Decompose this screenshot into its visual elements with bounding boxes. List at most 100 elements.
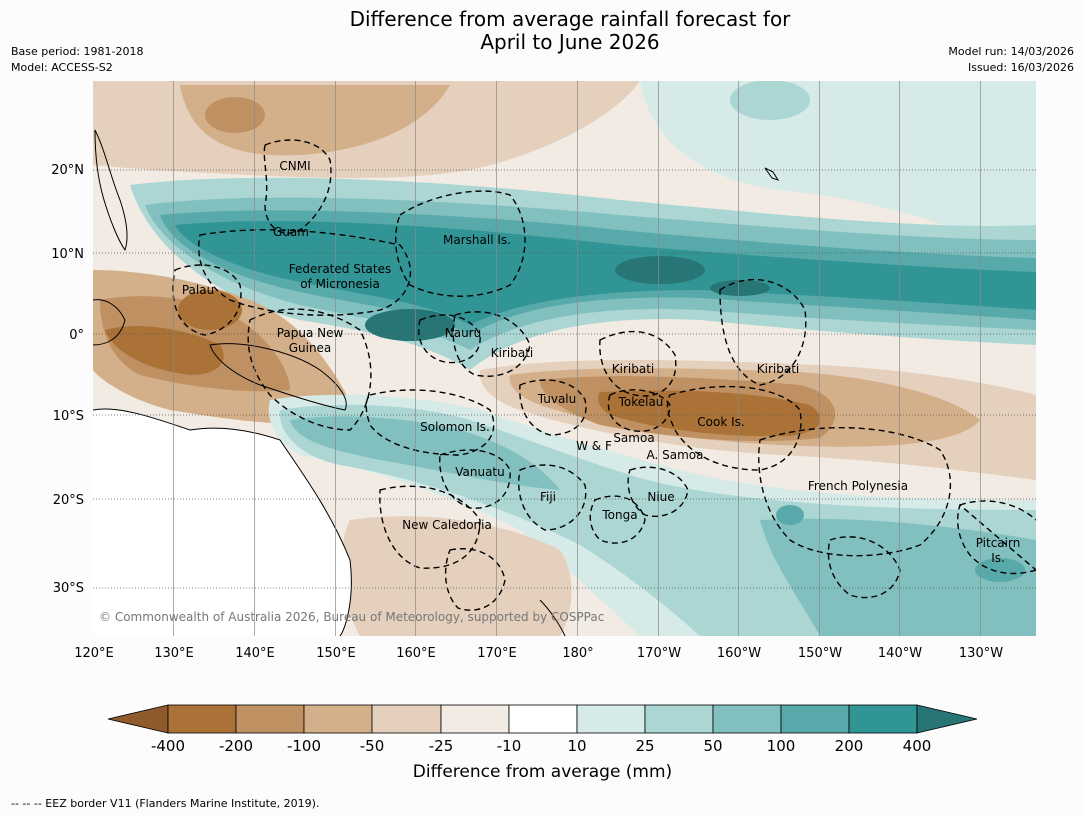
base-period: Base period: 1981-2018 bbox=[11, 45, 144, 58]
label-fsm-1: Federated States bbox=[289, 262, 391, 276]
cb-tick-4: -50 bbox=[360, 737, 385, 755]
lat-label-20s: 20°S bbox=[53, 493, 84, 508]
lat-gridlines bbox=[93, 169, 1036, 589]
ne-wet-spot bbox=[730, 81, 810, 120]
label-guam: Guam bbox=[273, 225, 309, 239]
lat-label-0: 0° bbox=[69, 328, 84, 343]
eez-kiribati-e bbox=[719, 278, 807, 386]
title-line-2: April to June 2026 bbox=[480, 30, 660, 54]
cb-tick-9: 50 bbox=[703, 737, 722, 755]
label-asamoa: A. Samoa bbox=[647, 448, 704, 462]
colorbar-swatch-6 bbox=[508, 704, 578, 734]
cb-tick-2: -200 bbox=[219, 737, 253, 755]
itcz-max-2 bbox=[365, 309, 455, 341]
label-new-caledonia: New Caledonia bbox=[402, 518, 492, 532]
southeast-wet-spot bbox=[776, 505, 804, 525]
eez-niue bbox=[627, 466, 689, 517]
chart-title: Difference from average rainfall forecas… bbox=[0, 8, 1085, 54]
label-png-1: Papua New bbox=[277, 326, 344, 340]
label-fiji: Fiji bbox=[540, 490, 556, 504]
lon-label-170w: 170°W bbox=[637, 646, 681, 661]
nz-coastline bbox=[539, 599, 566, 636]
eez-pitcairn bbox=[957, 500, 1036, 575]
lat-label-10s: 10°S bbox=[53, 409, 84, 424]
central-dry-core bbox=[598, 390, 821, 437]
eez-tokelau bbox=[607, 389, 671, 432]
region-labels: CNMI Guam Marshall Is. Federated States … bbox=[182, 159, 1020, 565]
itcz-max-3 bbox=[710, 280, 770, 296]
label-nauru: Nauru bbox=[445, 326, 481, 340]
colorbar-swatch-10 bbox=[780, 704, 850, 734]
new-guinea-coastline bbox=[209, 343, 347, 411]
lon-label-170e: 170°E bbox=[477, 646, 517, 661]
lon-label-160w: 160°W bbox=[717, 646, 761, 661]
label-solomon: Solomon Is. bbox=[420, 420, 490, 434]
lat-labels: 20°N 10°N 0° 10°S 20°S 30°S bbox=[51, 163, 84, 596]
australia-land bbox=[93, 409, 352, 636]
eez-marshall bbox=[395, 190, 526, 297]
cb-tick-5: -25 bbox=[429, 737, 454, 755]
lon-label-140e: 140°E bbox=[235, 646, 275, 661]
lon-label-130e: 130°E bbox=[154, 646, 194, 661]
lat-label-10n: 10°N bbox=[51, 247, 84, 262]
palau-dry-core bbox=[178, 290, 242, 330]
label-kiribati-c: Kiribati bbox=[612, 362, 654, 376]
lon-label-130w: 130°W bbox=[959, 646, 1003, 661]
meta-left: Base period: 1981-2018 Model: ACCESS-S2 bbox=[11, 44, 143, 76]
eez-norfolk bbox=[444, 548, 506, 611]
label-kiribati-w: Kiribati bbox=[491, 346, 533, 360]
colorbar-swatch-11 bbox=[848, 704, 918, 734]
eez-french-polynesia bbox=[758, 426, 952, 557]
label-vanuatu: Vanuatu bbox=[455, 465, 505, 479]
eez-cnmi bbox=[263, 139, 332, 234]
colorbar-ticks: -400 -200 -100 -50 -25 -10 10 25 50 100 … bbox=[151, 737, 931, 755]
gridlines bbox=[173, 81, 981, 636]
australia-coastline bbox=[93, 408, 352, 636]
itcz-max-1 bbox=[615, 256, 705, 284]
eez-png bbox=[247, 308, 372, 431]
cb-tick-6: -10 bbox=[497, 737, 522, 755]
map-field: CNMI Guam Marshall Is. Federated States … bbox=[93, 81, 1036, 636]
eez-footer-note: -- -- -- EEZ border V11 (Flanders Marine… bbox=[11, 797, 320, 810]
model-name: Model: ACCESS-S2 bbox=[11, 61, 113, 74]
lon-label-160e: 160°E bbox=[396, 646, 436, 661]
eez-palau bbox=[172, 264, 242, 336]
eez-vanuatu bbox=[439, 449, 511, 509]
eez-new-caledonia bbox=[379, 485, 481, 569]
eez-borders bbox=[172, 139, 1036, 611]
eez-solomon bbox=[365, 389, 495, 456]
label-png-2: Guinea bbox=[289, 341, 332, 355]
label-marshall: Marshall Is. bbox=[443, 233, 511, 247]
colorbar-arrow-high bbox=[916, 704, 978, 734]
cb-tick-12: 400 bbox=[903, 737, 932, 755]
eez-kiribati-w bbox=[452, 311, 531, 377]
borneo-coastline bbox=[93, 299, 126, 346]
colorbar-swatch-3 bbox=[303, 704, 373, 734]
colorbar-swatch-9 bbox=[712, 704, 782, 734]
lat-label-20n: 20°N bbox=[51, 163, 84, 178]
cb-tick-3: -100 bbox=[287, 737, 321, 755]
hawaii-coastline bbox=[764, 167, 780, 181]
lon-label-140w: 140°W bbox=[878, 646, 922, 661]
label-french-polynesia: French Polynesia bbox=[808, 479, 908, 493]
cb-tick-7: 10 bbox=[567, 737, 586, 755]
eez-kiribati-c bbox=[599, 330, 677, 397]
colorbar-swatch-7 bbox=[576, 704, 646, 734]
cb-tick-8: 25 bbox=[635, 737, 654, 755]
eez-tuvalu bbox=[519, 379, 587, 436]
label-palau: Palau bbox=[182, 283, 214, 297]
lon-labels: 120°E 130°E 140°E 150°E 160°E 170°E 180°… bbox=[74, 646, 1003, 661]
label-wf: W & F bbox=[576, 439, 612, 453]
tasman-dry-zone bbox=[341, 516, 572, 636]
label-pitcairn-1: Pitcairn bbox=[976, 536, 1021, 550]
eez-austral bbox=[827, 536, 901, 599]
cb-tick-1: -400 bbox=[151, 737, 185, 755]
copyright-text: © Commonwealth of Australia 2026, Bureau… bbox=[99, 610, 604, 624]
meta-right: Model run: 14/03/2026 Issued: 16/03/2026 bbox=[948, 44, 1074, 76]
colorbar-label: Difference from average (mm) bbox=[412, 762, 673, 782]
colorbar-arrow-low bbox=[107, 704, 169, 734]
title-line-1: Difference from average rainfall forecas… bbox=[349, 7, 791, 31]
issued-date: Issued: 16/03/2026 bbox=[967, 61, 1074, 74]
lon-label-120e: 120°E bbox=[74, 646, 114, 661]
